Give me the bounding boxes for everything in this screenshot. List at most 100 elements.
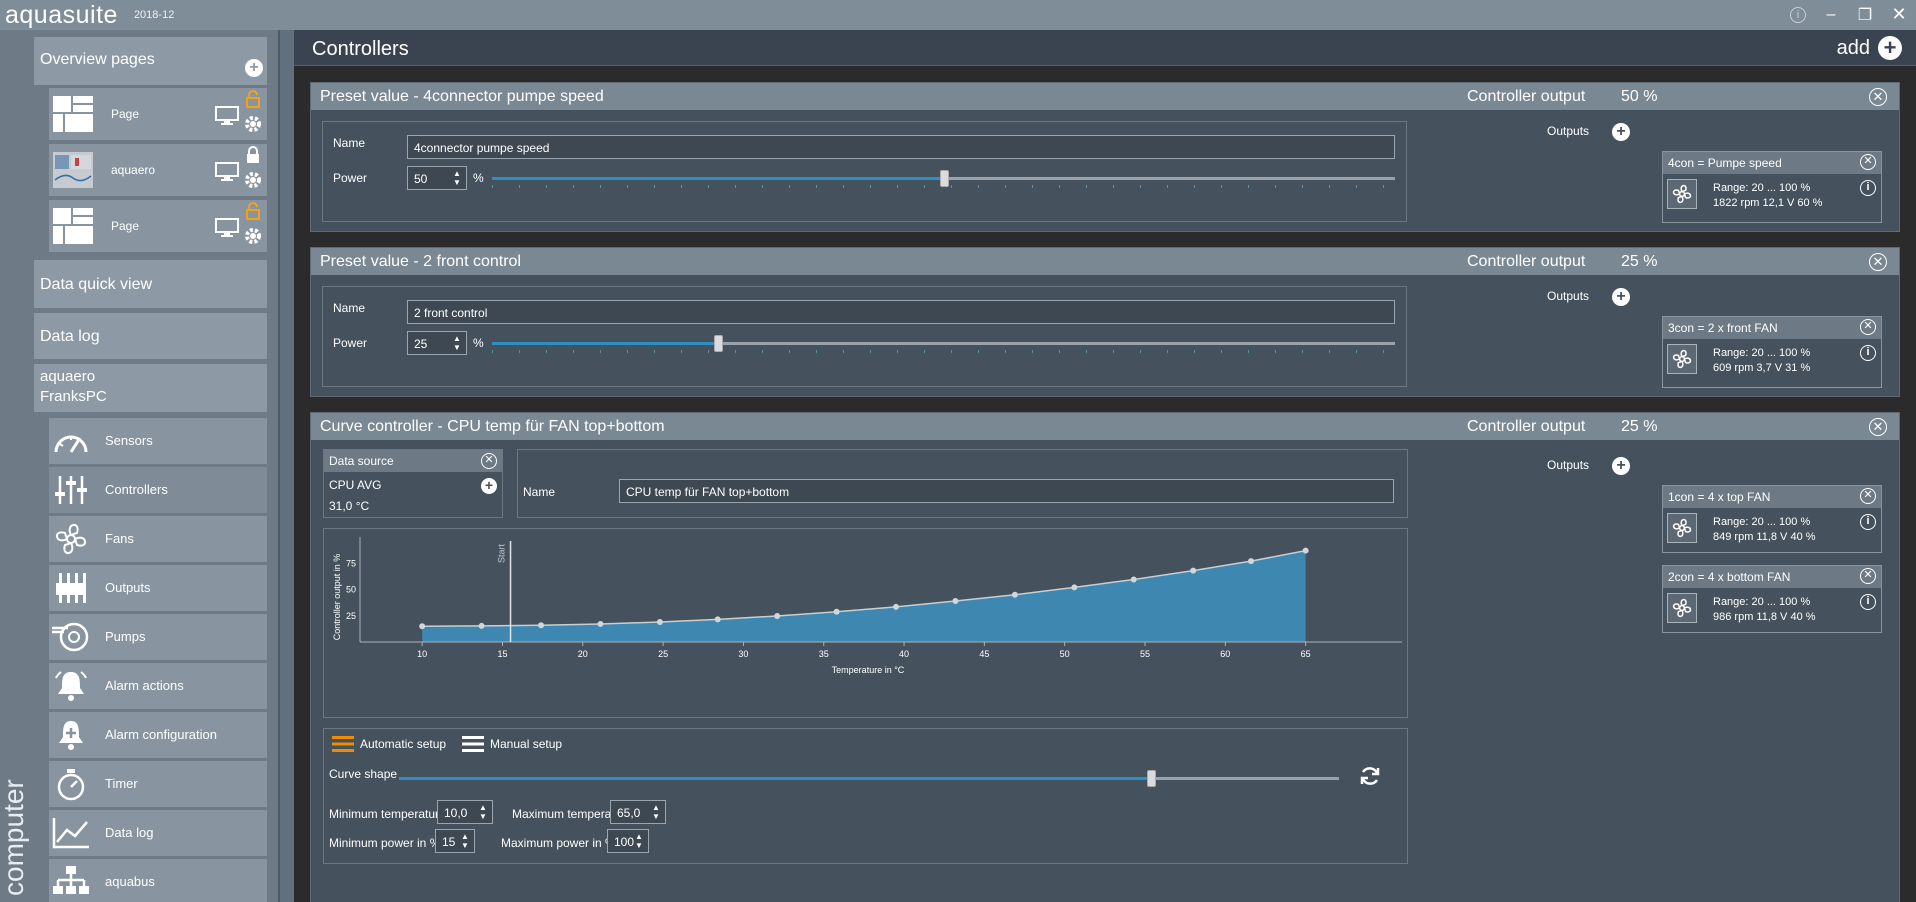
- remove-data-source-icon[interactable]: ✕: [481, 453, 497, 469]
- power-value: 25: [414, 337, 428, 351]
- name-field[interactable]: CPU temp für FAN top+bottom: [619, 479, 1394, 503]
- info-icon[interactable]: i: [1790, 6, 1806, 23]
- sidebar-item-timer[interactable]: Timer: [49, 761, 267, 807]
- close-icon[interactable]: ✕: [1891, 4, 1907, 24]
- remove-output-icon[interactable]: ✕: [1860, 154, 1876, 170]
- sidebar-item-outputs[interactable]: Outputs: [49, 565, 267, 611]
- curve-chart[interactable]: 10 15 20 25 30 35 40 45 50 55 60 65 25 50 75 Start Tempe…: [324, 529, 1407, 717]
- spin-arrows-icon[interactable]: ▲ ▼: [453, 334, 461, 352]
- curve-shape-thumb[interactable]: [1147, 770, 1156, 787]
- add-controller-button[interactable]: add +: [1837, 36, 1902, 60]
- fan-icon: [1667, 344, 1697, 374]
- name-field[interactable]: 4connector pumpe speed: [407, 135, 1395, 159]
- panel-header[interactable]: Curve controller - CPU temp für FAN top+…: [311, 413, 1899, 440]
- start-marker-label: Start: [497, 543, 507, 563]
- lock-closed-icon[interactable]: [245, 146, 261, 164]
- info-icon[interactable]: i: [1860, 514, 1876, 530]
- controller-output-label: Controller output: [1467, 253, 1586, 270]
- page-item[interactable]: Page: [49, 200, 267, 252]
- refresh-icon[interactable]: [1359, 765, 1381, 787]
- min-power-stepper[interactable]: 15 ▲ ▼: [435, 829, 475, 853]
- x-tick-label: 40: [899, 649, 909, 659]
- panel-header[interactable]: Preset value - 2 front control Controlle…: [311, 248, 1899, 275]
- add-output-icon[interactable]: +: [1612, 123, 1630, 141]
- add-output-icon[interactable]: +: [1612, 288, 1630, 306]
- power-stepper[interactable]: 50 ▲ ▼: [407, 166, 467, 190]
- spin-arrows-icon[interactable]: ▲ ▼: [652, 803, 660, 821]
- spin-arrows-icon[interactable]: ▲ ▼: [635, 832, 643, 850]
- x-tick-label: 45: [979, 649, 989, 659]
- panel-header[interactable]: Preset value - 4connector pumpe speed Co…: [311, 83, 1899, 110]
- sidebar-item-fans[interactable]: Fans: [49, 516, 267, 562]
- info-icon[interactable]: i: [1860, 594, 1876, 610]
- remove-output-icon[interactable]: ✕: [1860, 488, 1876, 504]
- spin-arrows-icon[interactable]: ▲ ▼: [461, 832, 469, 850]
- spin-arrows-icon[interactable]: ▲ ▼: [453, 169, 461, 187]
- remove-output-icon[interactable]: ✕: [1860, 319, 1876, 335]
- power-stepper[interactable]: 25 ▲ ▼: [407, 331, 467, 355]
- automatic-setup-option[interactable]: Automatic setup: [332, 735, 446, 753]
- sidebar-item-data-log[interactable]: Data log: [49, 810, 267, 856]
- add-data-source-icon[interactable]: +: [481, 478, 497, 494]
- max-temp-stepper[interactable]: 65,0 ▲ ▼: [610, 800, 666, 824]
- sidebar-item-alarm-configuration[interactable]: Alarm configuration: [49, 712, 267, 758]
- spin-arrows-icon[interactable]: ▲ ▼: [479, 803, 487, 821]
- max-power-stepper[interactable]: 100 ▲ ▼: [607, 829, 649, 853]
- controller-panel: Preset value - 4connector pumpe speed Co…: [310, 82, 1900, 232]
- lock-open-icon[interactable]: [245, 202, 261, 220]
- x-tick-label: 35: [819, 649, 829, 659]
- chart-line-icon: [49, 813, 93, 853]
- monitor-icon[interactable]: [215, 218, 239, 238]
- curve-shape-slider[interactable]: [399, 770, 1339, 787]
- data-quick-view-item[interactable]: Data quick view: [34, 260, 267, 308]
- power-slider-fill: [492, 342, 718, 345]
- power-slider[interactable]: [492, 335, 1395, 353]
- y-axis-label: Controller output in %: [332, 554, 342, 641]
- sidebar-divider[interactable]: [278, 30, 294, 902]
- curve-point: [419, 623, 426, 630]
- restore-icon[interactable]: ❐: [1857, 6, 1873, 24]
- window-controls: i – ❐ ✕: [1790, 4, 1908, 25]
- data-quick-view-label: Data quick view: [40, 276, 153, 293]
- page-item[interactable]: Page: [49, 88, 267, 140]
- page-item[interactable]: aquaero: [49, 144, 267, 196]
- max-temp-label: Maximum temperature: [512, 807, 633, 821]
- output-range: Range: 20 ... 100 %: [1713, 596, 1811, 608]
- gear-icon[interactable]: [243, 226, 263, 246]
- remove-output-icon[interactable]: ✕: [1860, 568, 1876, 584]
- sidebar-item-aquabus[interactable]: aquabus: [49, 859, 267, 902]
- name-field[interactable]: 2 front control: [407, 300, 1395, 324]
- sidebar-item-controllers[interactable]: Controllers: [49, 467, 267, 513]
- outputs-label: Outputs: [1547, 289, 1590, 303]
- sidebar-item-pumps[interactable]: Pumps: [49, 614, 267, 660]
- close-panel-icon[interactable]: ✕: [1869, 88, 1887, 106]
- sidebar-item-alarm-actions[interactable]: Alarm actions: [49, 663, 267, 709]
- curve-shape-label: Curve shape: [329, 767, 398, 781]
- lock-open-icon[interactable]: [245, 90, 261, 108]
- monitor-icon[interactable]: [215, 106, 239, 126]
- gear-icon[interactable]: [243, 170, 263, 190]
- gear-icon[interactable]: [243, 114, 263, 134]
- power-slider-thumb[interactable]: [939, 170, 949, 187]
- info-icon[interactable]: i: [1860, 180, 1876, 196]
- power-slider[interactable]: [492, 170, 1395, 188]
- overview-pages-header[interactable]: Overview pages +: [34, 37, 267, 85]
- manual-setup-option[interactable]: Manual setup: [462, 735, 562, 753]
- minimize-icon[interactable]: –: [1826, 5, 1836, 23]
- outputs-label: Outputs: [1547, 458, 1590, 472]
- sidebar-item-sensors[interactable]: Sensors: [49, 418, 267, 464]
- curve-point: [893, 603, 900, 610]
- add-page-icon[interactable]: +: [245, 59, 263, 77]
- main-content: Controllers add + Preset value - 4connec…: [294, 30, 1916, 902]
- min-temp-stepper[interactable]: 10,0 ▲ ▼: [437, 800, 493, 824]
- monitor-icon[interactable]: [215, 162, 239, 182]
- add-output-icon[interactable]: +: [1612, 457, 1630, 475]
- data-log-section[interactable]: Data log: [34, 313, 267, 359]
- info-icon[interactable]: i: [1860, 345, 1876, 361]
- close-panel-icon[interactable]: ✕: [1869, 418, 1887, 436]
- close-panel-icon[interactable]: ✕: [1869, 253, 1887, 271]
- power-slider-thumb[interactable]: [713, 335, 723, 352]
- device-header[interactable]: aquaero FranksPC: [34, 364, 267, 412]
- min-temp-label: Minimum temperature: [329, 807, 446, 821]
- page-label: Page: [111, 219, 140, 233]
